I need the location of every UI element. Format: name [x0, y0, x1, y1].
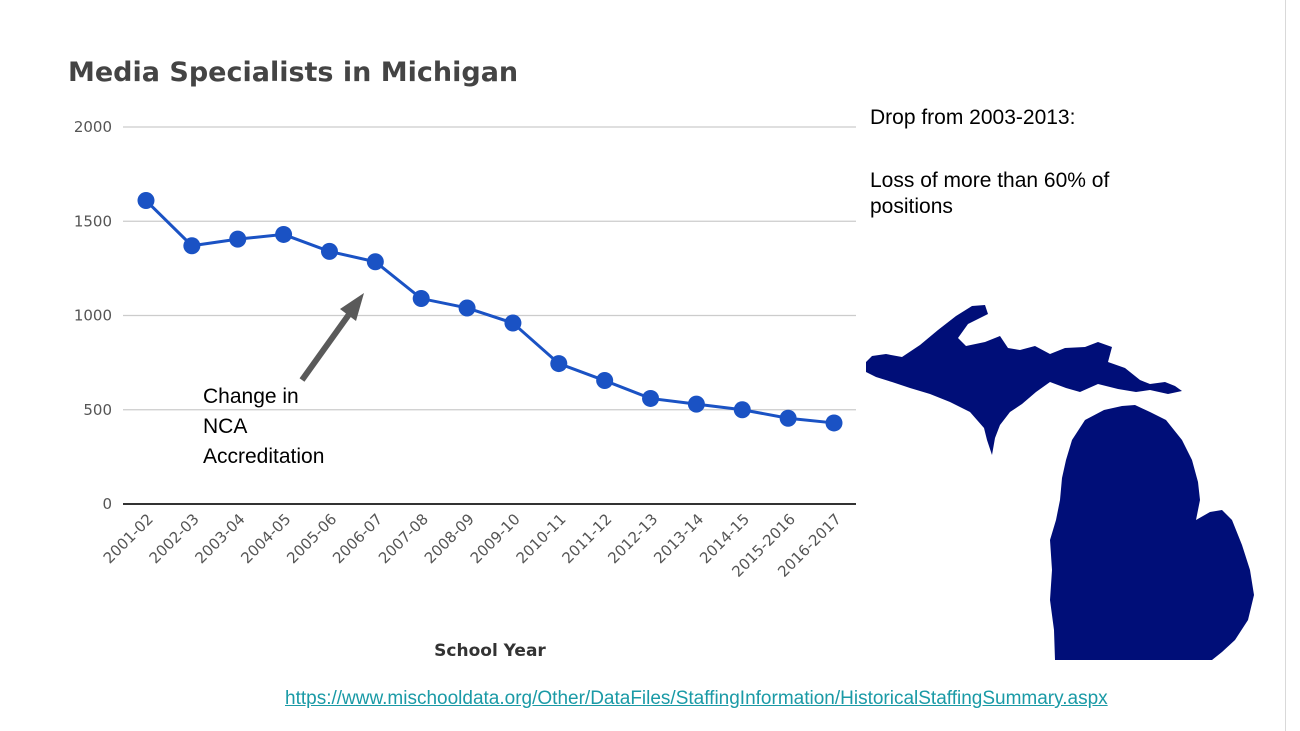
x-tick-label: 2003-04 — [192, 510, 249, 567]
source-link[interactable]: https://www.mischooldata.org/Other/DataF… — [285, 688, 1108, 709]
x-tick-label: 2002-03 — [146, 510, 203, 567]
x-tick-label: 2005-06 — [283, 510, 340, 567]
y-tick-label: 1500 — [74, 212, 112, 230]
x-tick-label: 2008-09 — [421, 510, 478, 567]
annotation: Change in NCA Accreditation — [203, 293, 364, 468]
x-tick-label: 2011-12 — [558, 510, 615, 567]
data-point — [504, 314, 522, 332]
arrow-head-icon — [340, 293, 364, 321]
chart-title: Media Specialists in Michigan — [68, 57, 518, 88]
series-school-year — [137, 192, 843, 432]
data-point — [550, 355, 568, 373]
data-point — [366, 253, 384, 271]
x-tick-label: 2001-02 — [100, 510, 157, 567]
data-point — [458, 299, 476, 317]
data-point — [412, 290, 430, 308]
drop-heading: Drop from 2003-2013: — [870, 106, 1076, 129]
y-tick-label: 500 — [83, 401, 112, 419]
data-point — [229, 230, 247, 248]
x-tick-label: 2004-05 — [237, 510, 294, 567]
y-tick-label: 1000 — [74, 307, 112, 325]
data-point — [779, 409, 797, 427]
annotation-arrow-shaft — [299, 311, 353, 382]
x-tick-label: 2010-11 — [513, 510, 570, 567]
data-point — [825, 414, 843, 432]
series-line — [144, 199, 835, 425]
x-tick-label: 2007-08 — [375, 510, 432, 567]
data-point — [642, 389, 660, 407]
y-tick-label: 2000 — [74, 118, 112, 136]
data-point — [137, 192, 155, 210]
annotation-line: Accreditation — [203, 445, 324, 468]
data-point — [733, 401, 751, 419]
x-axis-ticks: 2001-022002-032003-042004-052005-062006-… — [100, 510, 845, 581]
data-point — [596, 372, 614, 390]
annotation-line: Change in — [203, 385, 299, 408]
annotation-text: Change in NCA Accreditation — [203, 385, 324, 468]
x-axis-label: School Year — [434, 641, 546, 661]
loss-text: Loss of more than 60% of positions — [870, 169, 1110, 218]
x-tick-label: 2006-07 — [329, 510, 386, 567]
x-tick-label: 2013-14 — [650, 510, 707, 567]
data-point — [687, 395, 705, 413]
annotation-line: NCA — [203, 415, 247, 438]
data-point — [183, 237, 201, 255]
data-point — [275, 225, 293, 243]
slide-border — [1285, 0, 1286, 731]
data-point — [320, 242, 338, 260]
x-tick-label: 2009-10 — [467, 510, 524, 567]
y-tick-label: 0 — [102, 495, 112, 513]
x-tick-label: 2012-13 — [604, 510, 661, 567]
michigan-map-icon — [866, 305, 1254, 660]
y-axis-ticks: 0 500 1000 1500 2000 — [74, 118, 112, 513]
